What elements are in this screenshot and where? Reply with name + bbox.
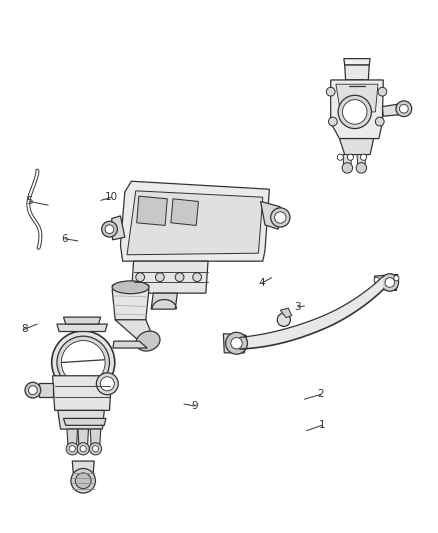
- Polygon shape: [350, 80, 364, 86]
- Circle shape: [175, 273, 184, 281]
- Polygon shape: [112, 216, 125, 240]
- Circle shape: [326, 87, 335, 96]
- Circle shape: [374, 277, 379, 282]
- Circle shape: [337, 154, 343, 160]
- Text: 1: 1: [318, 421, 325, 430]
- Polygon shape: [67, 429, 78, 445]
- Polygon shape: [112, 285, 149, 289]
- Text: 5: 5: [26, 197, 33, 206]
- Circle shape: [360, 154, 367, 160]
- Circle shape: [347, 154, 353, 160]
- Text: 10: 10: [105, 192, 118, 202]
- Text: 3: 3: [294, 302, 301, 312]
- Polygon shape: [223, 334, 246, 353]
- Polygon shape: [171, 199, 198, 225]
- Polygon shape: [120, 181, 269, 261]
- Circle shape: [378, 87, 387, 96]
- Circle shape: [226, 332, 247, 354]
- Circle shape: [102, 221, 117, 237]
- Polygon shape: [151, 293, 177, 309]
- Polygon shape: [53, 376, 112, 410]
- Circle shape: [52, 331, 115, 394]
- Circle shape: [77, 442, 89, 455]
- Polygon shape: [58, 410, 104, 429]
- Circle shape: [105, 225, 114, 233]
- Polygon shape: [115, 320, 155, 341]
- Circle shape: [57, 336, 110, 389]
- Polygon shape: [137, 196, 167, 225]
- Circle shape: [100, 377, 114, 391]
- Polygon shape: [261, 201, 280, 229]
- Circle shape: [66, 442, 78, 455]
- Circle shape: [394, 276, 399, 281]
- Circle shape: [92, 446, 99, 452]
- Text: 8: 8: [21, 325, 28, 334]
- Polygon shape: [345, 65, 369, 80]
- Polygon shape: [382, 104, 401, 116]
- Polygon shape: [280, 308, 292, 318]
- Polygon shape: [131, 261, 208, 293]
- Polygon shape: [339, 139, 374, 155]
- Circle shape: [342, 163, 353, 173]
- Polygon shape: [127, 191, 263, 255]
- Polygon shape: [39, 383, 53, 397]
- Polygon shape: [64, 418, 106, 425]
- Text: 6: 6: [61, 234, 68, 244]
- Polygon shape: [343, 155, 352, 166]
- Circle shape: [28, 386, 37, 394]
- Circle shape: [80, 446, 86, 452]
- Circle shape: [193, 273, 201, 281]
- Circle shape: [155, 273, 164, 281]
- Circle shape: [381, 274, 399, 291]
- Circle shape: [396, 101, 412, 117]
- Polygon shape: [357, 155, 366, 166]
- Polygon shape: [113, 341, 147, 348]
- Circle shape: [96, 373, 118, 395]
- Text: 2: 2: [317, 390, 324, 399]
- Circle shape: [69, 446, 75, 452]
- Ellipse shape: [136, 331, 160, 351]
- Circle shape: [275, 212, 286, 223]
- Circle shape: [338, 95, 371, 128]
- Circle shape: [71, 469, 95, 493]
- Circle shape: [356, 163, 367, 173]
- Text: 9: 9: [191, 401, 198, 411]
- Polygon shape: [72, 461, 94, 477]
- Circle shape: [25, 382, 41, 398]
- Circle shape: [271, 208, 290, 227]
- Polygon shape: [112, 289, 149, 320]
- Circle shape: [399, 104, 408, 113]
- Circle shape: [277, 313, 290, 326]
- Circle shape: [328, 117, 337, 126]
- Ellipse shape: [112, 281, 149, 294]
- Circle shape: [385, 278, 395, 287]
- Polygon shape: [331, 80, 383, 139]
- Text: 4: 4: [258, 278, 265, 288]
- Polygon shape: [64, 317, 101, 324]
- Polygon shape: [240, 276, 383, 349]
- Circle shape: [136, 273, 145, 281]
- Polygon shape: [344, 59, 370, 65]
- Polygon shape: [374, 274, 398, 290]
- Circle shape: [61, 341, 105, 384]
- Polygon shape: [78, 429, 88, 445]
- Polygon shape: [90, 429, 101, 445]
- Polygon shape: [57, 324, 107, 332]
- Circle shape: [375, 117, 384, 126]
- Polygon shape: [336, 84, 378, 112]
- Circle shape: [75, 473, 91, 489]
- Circle shape: [89, 442, 102, 455]
- Circle shape: [231, 337, 242, 349]
- Circle shape: [343, 100, 367, 124]
